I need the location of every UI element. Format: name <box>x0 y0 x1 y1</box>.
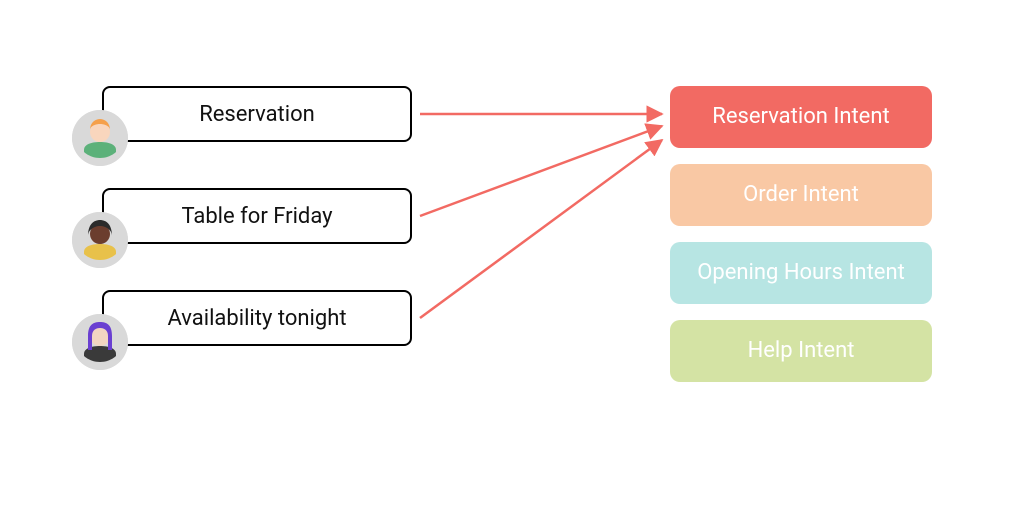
avatar-icon <box>72 110 128 166</box>
utterance-box-reservation: Reservation <box>102 86 412 142</box>
avatar-icon <box>72 212 128 268</box>
intent-label: Order Intent <box>735 182 867 207</box>
intent-box-order: Order Intent <box>670 164 932 226</box>
diagram-stage: Reservation Table for Friday Availabilit… <box>0 0 1024 512</box>
utterance-label: Availability tonight <box>167 306 346 331</box>
arrow-line <box>420 126 662 216</box>
utterance-box-table-friday: Table for Friday <box>102 188 412 244</box>
arrow-line <box>420 140 662 318</box>
person-icon <box>72 212 128 268</box>
intent-label: Reservation Intent <box>704 104 897 129</box>
intent-box-help: Help Intent <box>670 320 932 382</box>
utterance-label: Table for Friday <box>181 204 332 229</box>
intent-label: Help Intent <box>740 338 863 363</box>
avatar-icon <box>72 314 128 370</box>
person-icon <box>72 314 128 370</box>
person-icon <box>72 110 128 166</box>
intent-box-opening-hours: Opening Hours Intent <box>670 242 932 304</box>
intent-box-reservation: Reservation Intent <box>670 86 932 148</box>
utterance-box-availability-tonight: Availability tonight <box>102 290 412 346</box>
intent-label: Opening Hours Intent <box>689 260 913 285</box>
utterance-label: Reservation <box>199 102 315 127</box>
